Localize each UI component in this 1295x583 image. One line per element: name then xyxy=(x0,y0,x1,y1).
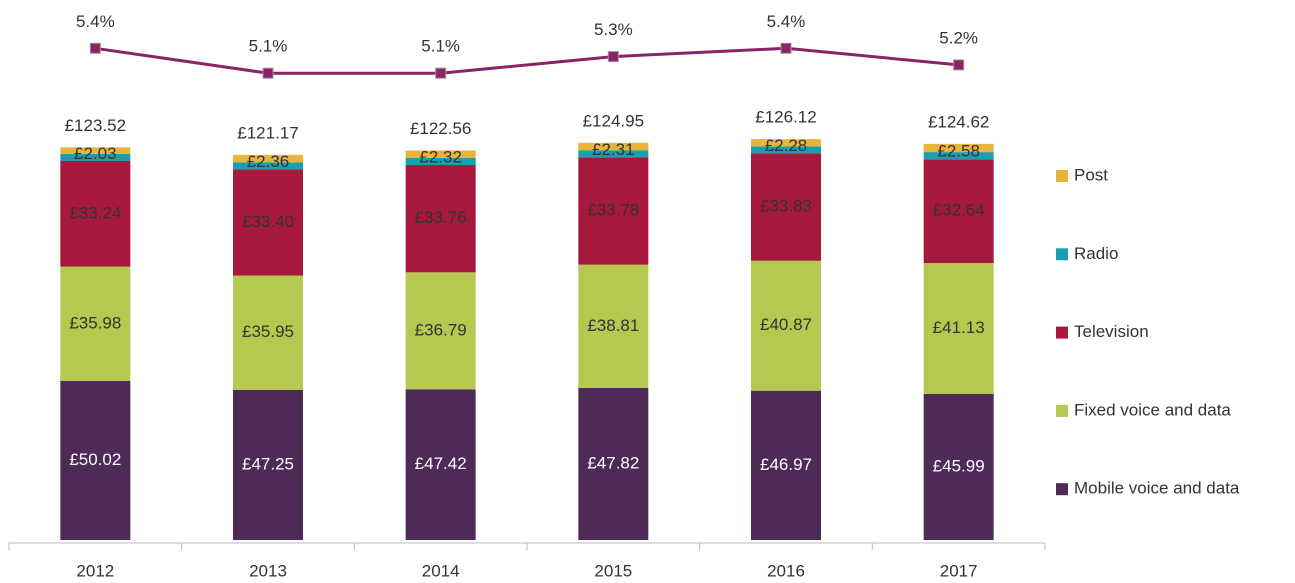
data-label: £45.99 xyxy=(933,456,985,475)
data-label: 5.4% xyxy=(767,12,806,31)
legend-swatch xyxy=(1056,483,1068,496)
data-label: £2.31 xyxy=(592,140,635,159)
legend-swatch xyxy=(1056,170,1068,182)
legend-swatch xyxy=(1056,326,1068,339)
bar-segment xyxy=(233,275,303,390)
bar-segment xyxy=(233,169,303,276)
bar-segment xyxy=(405,165,476,273)
bar-segment xyxy=(60,381,131,540)
data-label: £33.76 xyxy=(415,208,467,227)
bar-segment xyxy=(751,153,821,261)
bar-segment xyxy=(405,389,476,540)
data-label: £36.79 xyxy=(415,320,467,339)
total-label: £124.62 xyxy=(928,112,989,131)
total-label: £124.95 xyxy=(583,111,644,130)
total-label: £123.52 xyxy=(65,116,126,135)
data-label: £32.64 xyxy=(933,201,985,220)
data-label: £47.42 xyxy=(415,454,467,473)
bar-segment xyxy=(923,159,994,264)
bar-segment xyxy=(60,153,131,161)
bar-segment xyxy=(578,157,649,265)
bar-segment xyxy=(751,390,821,540)
bar-segment xyxy=(233,154,303,163)
bar-segment xyxy=(751,260,821,391)
x-tick-label: 2013 xyxy=(249,561,287,580)
total-label: £122.56 xyxy=(410,119,471,138)
data-label: £38.81 xyxy=(587,316,639,335)
line-marker xyxy=(780,42,792,54)
data-label: £33.40 xyxy=(242,212,294,231)
legend-swatch xyxy=(1056,404,1068,417)
data-label: 5.4% xyxy=(76,12,115,31)
bar-segment xyxy=(751,146,821,154)
bar-segment xyxy=(578,388,649,540)
x-tick-label: 2014 xyxy=(422,561,460,580)
bar-segment xyxy=(233,389,303,540)
total-label: £126.12 xyxy=(755,108,816,127)
legend-label: Post xyxy=(1074,165,1108,184)
data-label: £2.36 xyxy=(247,152,290,171)
bar-segment xyxy=(60,160,131,267)
bar-segment xyxy=(578,150,649,158)
line-marker xyxy=(953,59,965,71)
legend-label: Fixed voice and data xyxy=(1074,400,1231,419)
bar-segment xyxy=(405,150,476,158)
data-label: £35.98 xyxy=(69,313,121,332)
data-label: £47.82 xyxy=(587,453,639,472)
legend-label: Radio xyxy=(1074,244,1118,263)
total-label: £121.17 xyxy=(237,123,298,142)
bar-segment xyxy=(60,266,131,382)
data-label: 5.3% xyxy=(594,20,633,39)
bar-segment xyxy=(60,147,131,154)
bar-segment xyxy=(923,152,994,160)
line-marker xyxy=(262,67,274,79)
data-label: £40.87 xyxy=(760,315,812,334)
data-label: £50.02 xyxy=(69,450,121,469)
line-marker xyxy=(89,42,101,54)
data-label: £33.83 xyxy=(760,197,812,216)
legend-label: Television xyxy=(1074,322,1149,341)
bar-segment xyxy=(578,142,649,151)
data-label: £47.25 xyxy=(242,454,294,473)
legend-swatch xyxy=(1056,248,1068,261)
data-label: 5.1% xyxy=(249,37,288,56)
data-label: £2.58 xyxy=(937,141,980,160)
legend-label: Mobile voice and data xyxy=(1074,479,1240,498)
data-label: £33.78 xyxy=(587,200,639,219)
bar-segment xyxy=(751,139,821,147)
bar-segment xyxy=(405,157,476,166)
bar-segment xyxy=(578,264,649,389)
data-label: £2.32 xyxy=(419,148,462,167)
data-label: 5.1% xyxy=(421,37,460,56)
x-tick-label: 2016 xyxy=(767,561,805,580)
data-label: £33.24 xyxy=(69,203,121,222)
data-label: £2.03 xyxy=(74,144,117,163)
line-marker xyxy=(607,51,619,63)
data-label: £35.95 xyxy=(242,322,294,341)
data-label: 5.2% xyxy=(939,28,978,47)
line-marker xyxy=(435,67,447,79)
bar-segment xyxy=(233,162,303,170)
data-label: £46.97 xyxy=(760,455,812,474)
x-tick-label: 2017 xyxy=(940,561,978,580)
data-label: £2.28 xyxy=(765,136,808,155)
bar-segment xyxy=(923,143,994,153)
bar-segment xyxy=(405,272,476,390)
data-label: £41.13 xyxy=(933,318,985,337)
x-tick-label: 2012 xyxy=(76,561,114,580)
bar-segment xyxy=(923,263,994,394)
line xyxy=(95,46,959,75)
x-tick-label: 2015 xyxy=(594,561,632,580)
bar-segment xyxy=(923,393,994,540)
